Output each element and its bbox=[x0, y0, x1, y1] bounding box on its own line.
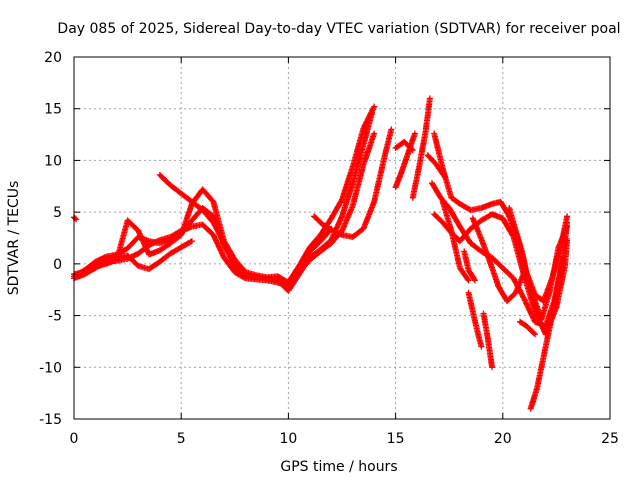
x-tick-label: 20 bbox=[494, 431, 512, 447]
series-trace-19 bbox=[506, 205, 532, 286]
series-trace-20 bbox=[517, 318, 538, 338]
y-tick-label: 10 bbox=[44, 153, 62, 169]
data-markers bbox=[71, 95, 571, 412]
series-trace-5 bbox=[83, 238, 195, 275]
axis-ticks: 0 5 10 15 20 25 -15 -10 -5 0 5 10 15 20 bbox=[39, 50, 619, 447]
series-trace-17 bbox=[465, 289, 485, 350]
y-tick-label: -15 bbox=[39, 412, 62, 428]
series-trace-16 bbox=[469, 215, 571, 323]
y-tick-label: -10 bbox=[39, 360, 62, 376]
y-axis-label: SDTVAR / TECUs bbox=[6, 181, 22, 296]
series-trace-8 bbox=[409, 95, 433, 201]
series-trace-18 bbox=[480, 310, 496, 371]
x-tick-label: 0 bbox=[70, 431, 79, 447]
series-trace-14 bbox=[439, 198, 472, 284]
plot-frame bbox=[73, 56, 611, 420]
x-tick-label: 5 bbox=[177, 431, 186, 447]
chart-title: Day 085 of 2025, Sidereal Day-to-day VTE… bbox=[57, 21, 620, 37]
x-tick-label: 10 bbox=[279, 431, 297, 447]
y-tick-label: -5 bbox=[48, 309, 62, 325]
x-axis-label: GPS time / hours bbox=[280, 459, 397, 475]
series-trace-6 bbox=[311, 126, 395, 240]
y-tick-label: 15 bbox=[44, 102, 62, 118]
y-tick-label: 5 bbox=[53, 205, 62, 221]
x-tick-label: 15 bbox=[387, 431, 405, 447]
y-tick-label: 20 bbox=[44, 50, 62, 66]
series-trace-21 bbox=[527, 254, 566, 412]
x-tick-label: 25 bbox=[601, 431, 619, 447]
y-tick-label: 0 bbox=[53, 257, 62, 273]
series-trace-9 bbox=[392, 138, 416, 154]
series-trace-15 bbox=[461, 248, 478, 284]
series-trace-4 bbox=[156, 130, 378, 292]
